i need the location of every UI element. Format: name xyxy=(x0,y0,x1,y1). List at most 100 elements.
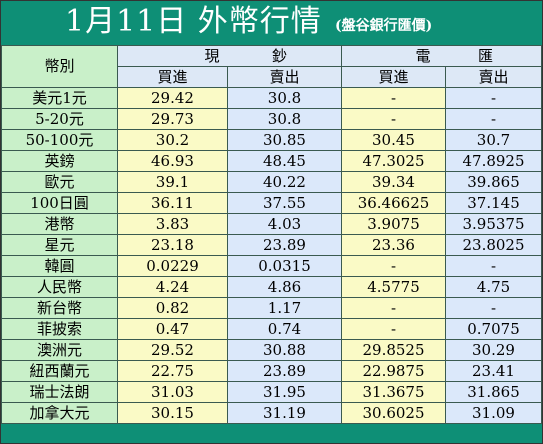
header-row-sub: 買進 賣出 買進 賣出 xyxy=(2,66,542,88)
cash-buy-cell: 3.83 xyxy=(117,213,228,235)
currency-name: 瑞士法朗 xyxy=(1,381,118,403)
wire-buy-cell: 29.8525 xyxy=(341,339,446,361)
table-row: 英鎊 46.93 48.45 47.3025 47.8925 xyxy=(1,150,542,172)
cash-sell-cell: 31.19 xyxy=(227,402,342,424)
cash-buy-cell: 36.11 xyxy=(117,192,228,214)
cash-sell-cell: 40.22 xyxy=(227,171,342,193)
currency-name: 50-100元 xyxy=(1,129,118,151)
table-row: 人民幣 4.24 4.86 4.5775 4.75 xyxy=(1,276,542,298)
wire-buy-cell: - xyxy=(341,318,446,340)
table-row: 5-20元 29.73 30.8- - xyxy=(1,108,542,130)
header-row-group: 幣別 現鈔 電匯 xyxy=(1,45,542,88)
wire-group-header: 電匯 xyxy=(341,45,542,67)
wire-buy-cell: 22.9875 xyxy=(341,360,446,382)
currency-name: 歐元 xyxy=(1,171,118,193)
cash-sell-cell: 48.45 xyxy=(227,150,342,172)
wire-sell-cell: - xyxy=(445,108,542,130)
wire-sell-cell: - xyxy=(445,255,542,277)
table-row: 菲披索 0.47 0.74-0.7075 xyxy=(1,318,542,340)
cash-buy-cell: 4.24 xyxy=(117,276,228,298)
wire-sell-cell: - xyxy=(445,297,542,319)
cash-sell-cell: 0.74 xyxy=(227,318,342,340)
table-row: 加拿大元 30.15 31.19 30.6025 31.09 xyxy=(1,402,542,424)
wire-buy-cell: - xyxy=(341,108,446,130)
wire-buy-cell: 47.3025 xyxy=(341,150,446,172)
wire-sell-cell: 31.865 xyxy=(445,381,542,403)
page-subtitle: (盤谷銀行匯價) xyxy=(335,18,433,34)
wire-buy-cell: 3.9075 xyxy=(341,213,446,235)
currency-name: 5-20元 xyxy=(1,108,118,130)
cash-buy-cell: 0.82 xyxy=(117,297,228,319)
wire-sell-cell: 39.865 xyxy=(445,171,542,193)
table-row: 歐元 39.1 40.22 39.34 39.865 xyxy=(1,171,542,193)
cash-buy-cell: 30.2 xyxy=(117,129,228,151)
wire-buy-cell: 31.3675 xyxy=(341,381,446,403)
cash-buy-cell: 23.18 xyxy=(117,234,228,256)
currency-name: 100日圓 xyxy=(1,192,118,214)
cash-buy-cell: 0.47 xyxy=(117,318,228,340)
table-row: 星元 23.18 23.89 23.36 23.8025 xyxy=(1,234,542,256)
table-row: 美元1元 29.42 30.8- - xyxy=(1,87,542,109)
wire-buy-cell: 23.36 xyxy=(341,234,446,256)
table-row: 港幣 3.83 4.03 3.9075 3.95375 xyxy=(1,213,542,235)
wire-sell-cell: 23.41 xyxy=(445,360,542,382)
wire-buy-cell: 30.6025 xyxy=(341,402,446,424)
cash-sell-cell: 30.8 xyxy=(227,87,342,109)
table-row: 100日圓 36.11 37.55 36.46625 37.145 xyxy=(1,192,542,214)
cash-group-header: 現鈔 xyxy=(117,45,342,67)
cash-buy-cell: 0.0229 xyxy=(117,255,228,277)
wire-sell-cell: - xyxy=(445,87,542,109)
wire-buy-cell: 4.5775 xyxy=(341,276,446,298)
wire-sell-cell: 23.8025 xyxy=(445,234,542,256)
wire-buy-cell: 30.45 xyxy=(341,129,446,151)
currency-name: 美元1元 xyxy=(1,87,118,109)
page-title: 1月11日 外幣行情 xyxy=(65,4,322,39)
cash-sell-cell: 0.0315 xyxy=(227,255,342,277)
currency-name: 菲披索 xyxy=(1,318,118,340)
currency-name: 澳洲元 xyxy=(1,339,118,361)
currency-name: 紐西蘭元 xyxy=(1,360,118,382)
cash-sell-cell: 4.86 xyxy=(227,276,342,298)
wire-sell-cell: 3.95375 xyxy=(445,213,542,235)
table-row: 新台幣 0.82 1.17- - xyxy=(1,297,542,319)
cash-buy-cell: 29.73 xyxy=(117,108,228,130)
currency-name: 人民幣 xyxy=(1,276,118,298)
currency-name: 新台幣 xyxy=(1,297,118,319)
wire-buy-header: 買進 xyxy=(341,66,446,88)
wire-sell-cell: 37.145 xyxy=(445,192,542,214)
wire-header-left: 電 xyxy=(415,46,431,65)
title-bar: 1月11日 外幣行情 (盤谷銀行匯價) xyxy=(1,1,542,45)
wire-buy-cell: - xyxy=(341,255,446,277)
cash-buy-cell: 22.75 xyxy=(117,360,228,382)
currency-name: 港幣 xyxy=(1,213,118,235)
cash-sell-cell: 30.85 xyxy=(227,129,342,151)
cash-header-right: 鈔 xyxy=(271,46,287,65)
cash-buy-cell: 31.03 xyxy=(117,381,228,403)
table-row: 紐西蘭元 22.75 23.89 22.9875 23.41 xyxy=(1,360,542,382)
cash-sell-cell: 23.89 xyxy=(227,360,342,382)
wire-sell-cell: 4.75 xyxy=(445,276,542,298)
table-row: 50-100元 30.2 30.85 30.45 30.7 xyxy=(1,129,542,151)
cash-sell-cell: 4.03 xyxy=(227,213,342,235)
cash-sell-cell: 31.95 xyxy=(227,381,342,403)
cash-sell-cell: 30.88 xyxy=(227,339,342,361)
wire-sell-cell: 30.7 xyxy=(445,129,542,151)
cash-header-left: 現 xyxy=(204,46,220,65)
currency-name: 英鎊 xyxy=(1,150,118,172)
table-row: 瑞士法朗 31.03 31.95 31.3675 31.865 xyxy=(1,381,542,403)
wire-buy-cell: 39.34 xyxy=(341,171,446,193)
wire-buy-cell: - xyxy=(341,87,446,109)
table-row: 澳洲元 29.52 30.88 29.8525 30.29 xyxy=(1,339,542,361)
cash-buy-cell: 39.1 xyxy=(117,171,228,193)
currency-name: 星元 xyxy=(1,234,118,256)
cash-sell-cell: 1.17 xyxy=(227,297,342,319)
cash-sell-cell: 23.89 xyxy=(227,234,342,256)
cash-buy-header: 買進 xyxy=(117,66,228,88)
cash-buy-cell: 46.93 xyxy=(117,150,228,172)
wire-buy-cell: - xyxy=(341,297,446,319)
wire-sell-cell: 0.7075 xyxy=(445,318,542,340)
wire-buy-cell: 36.46625 xyxy=(341,192,446,214)
table-row: 韓圓 0.0229 0.0315- - xyxy=(1,255,542,277)
cash-sell-cell: 37.55 xyxy=(227,192,342,214)
